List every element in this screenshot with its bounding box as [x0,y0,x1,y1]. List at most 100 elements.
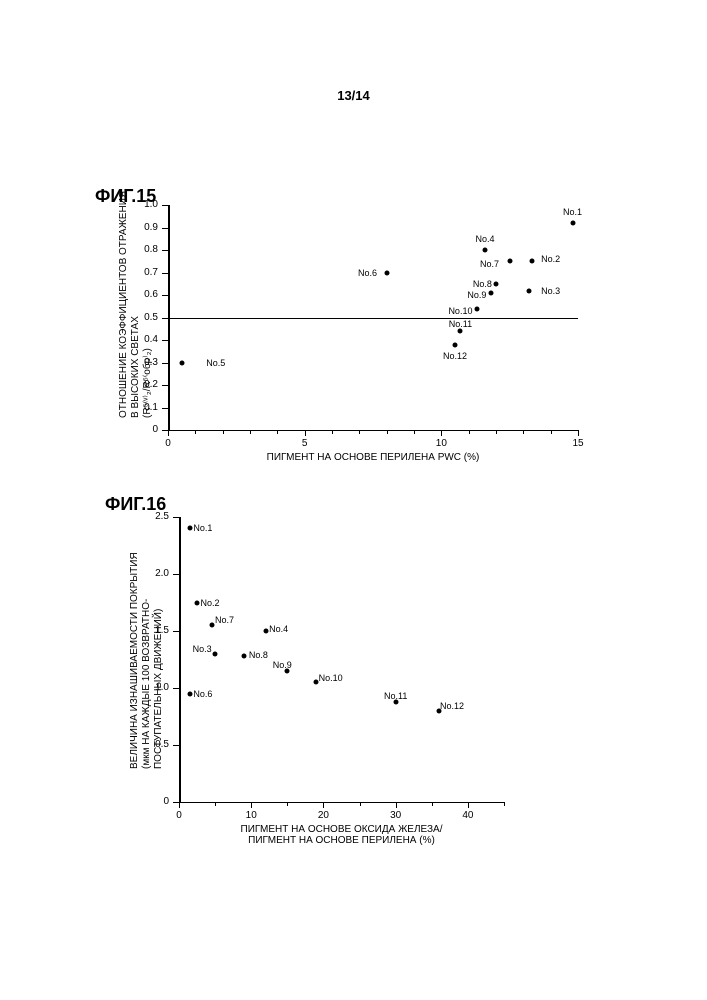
x-tick-minor [504,802,505,806]
x-tick-minor [360,802,361,806]
data-point [263,629,268,634]
y-tick [162,228,168,229]
data-point-label: No.12 [440,701,464,711]
y-tick [162,250,168,251]
x-tick-minor [387,430,388,434]
data-point-label: No.2 [201,598,220,608]
data-point [213,651,218,656]
y-tick [162,385,168,386]
y-tick [162,340,168,341]
data-point-label: No.8 [249,650,268,660]
data-point-label: No.12 [443,351,467,361]
x-tick [396,802,397,808]
y-axis-label: В ВЫСОКИХ СВЕТАХ [130,316,141,418]
data-point-label: No.10 [319,673,343,683]
data-point-label: No.7 [480,259,499,269]
data-point-label: No.2 [541,254,560,264]
data-point-label: No.7 [215,615,234,625]
x-tick [323,802,324,808]
data-point [483,248,488,253]
data-point-label: No.6 [193,689,212,699]
y-tick-label: 0 [145,796,169,807]
y-tick [162,363,168,364]
y-tick [162,295,168,296]
data-point [187,691,192,696]
x-tick-minor [250,430,251,434]
data-point-label: No.4 [476,234,495,244]
data-point-label: No.1 [563,207,582,217]
y-tick-label: 2.0 [145,568,169,579]
data-point-label: No.11 [449,319,472,329]
data-point [209,623,214,628]
y-axis [179,517,181,802]
x-axis-label: ПИГМЕНТ НА ОСНОВЕ ПЕРИЛЕНА PWC (%) [168,452,578,463]
data-point-label: No.4 [269,624,288,634]
x-tick-minor [215,802,216,806]
x-tick-minor [223,430,224,434]
data-point [384,270,389,275]
y-tick-label: 0.6 [134,289,158,300]
page-number: 13/14 [0,88,707,103]
data-point-label: No.3 [193,644,212,654]
y-tick [162,205,168,206]
data-point-label: No.10 [448,306,472,316]
x-tick-minor [496,430,497,434]
data-point [570,221,575,226]
x-tick-label: 10 [431,438,451,449]
x-tick-label: 5 [295,438,315,449]
data-point [494,281,499,286]
x-tick-minor [432,802,433,806]
data-point-label: No.9 [273,660,292,670]
data-point [507,259,512,264]
x-tick-minor [277,430,278,434]
x-tick-minor [287,802,288,806]
y-tick-label: 0 [134,424,158,435]
data-point [242,654,247,659]
x-axis [168,430,578,431]
x-tick-minor [551,430,552,434]
data-point [453,342,458,347]
reference-line [168,318,578,319]
data-point-label: No.5 [206,358,225,368]
x-tick [468,802,469,808]
x-axis-label: ПИГМЕНТ НА ОСНОВЕ ОКСИДА ЖЕЛЕЗА/ПИГМЕНТ … [179,824,504,846]
data-point-label: No.6 [358,268,377,278]
y-tick [173,631,179,632]
y-tick-label: 2.5 [145,511,169,522]
x-tick [168,430,169,436]
y-axis-label: (мкм НА КАЖДЫЕ 100 ВОЗВРАТНО- [141,598,152,768]
y-tick-label: 0.9 [134,222,158,233]
data-point [179,360,184,365]
y-tick [173,745,179,746]
y-tick-label: 0.7 [134,267,158,278]
x-tick-label: 0 [169,810,189,821]
x-tick [251,802,252,808]
data-point [526,288,531,293]
x-tick-minor [523,430,524,434]
x-tick-label: 15 [568,438,588,449]
x-tick-label: 40 [458,810,478,821]
x-tick-minor [332,430,333,434]
data-point [187,526,192,531]
y-tick [173,517,179,518]
x-tick [441,430,442,436]
data-point [529,259,534,264]
data-point [474,306,479,311]
data-point-label: No.3 [541,286,560,296]
y-axis-label: ОТНОШЕНИЕ КОЭФФИЦИЕНТОВ ОТРАЖЕНИЯ [118,190,129,417]
data-point [488,290,493,295]
y-axis-label: ВЕЛИЧИНА ИЗНАШИВАЕМОСТИ ПОКРЫТИЯ [129,552,140,769]
x-tick [179,802,180,808]
data-point [195,600,200,605]
x-tick-minor [469,430,470,434]
data-point-label: No.9 [467,290,486,300]
y-axis-label: ПОСТУПАТЕЛЬНЫХ ДВИЖЕНИЙ) [153,608,164,768]
y-tick-label: 0.8 [134,244,158,255]
y-tick [162,273,168,274]
x-tick-label: 30 [386,810,406,821]
x-tick-minor [414,430,415,434]
y-tick [173,574,179,575]
y-axis-label: (R⁵⁽ᵛ⁾₂/R⁵⁽обр⁾₂) [142,348,153,418]
x-tick-label: 20 [313,810,333,821]
data-point-label: No.11 [384,691,407,701]
